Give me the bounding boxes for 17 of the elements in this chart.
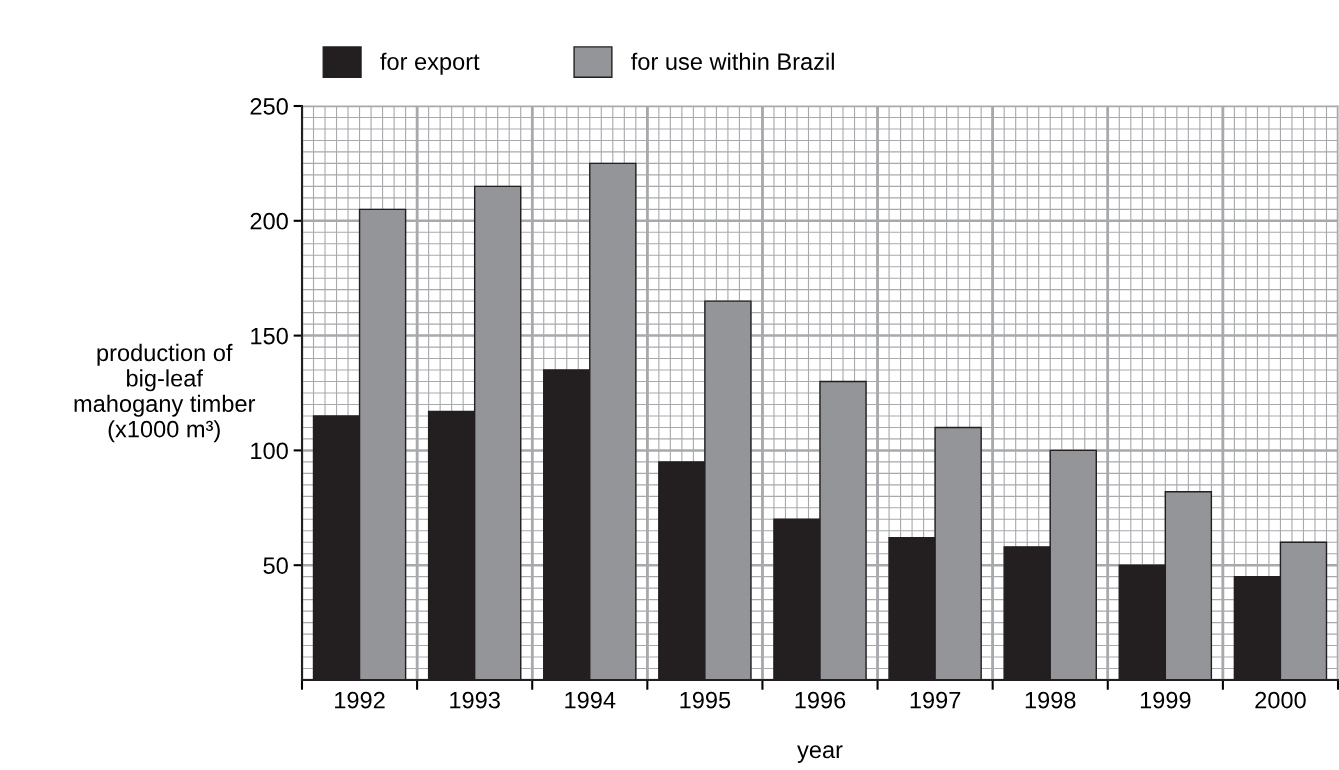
x-tick-label: 1994: [565, 691, 616, 709]
x-tick-label: 1998: [1025, 691, 1076, 709]
x-tick-label: 1993: [450, 691, 500, 709]
legend-label: for export: [380, 52, 480, 75]
y-tick-label: 50: [263, 557, 288, 574]
y-tick-label: 200: [250, 212, 288, 230]
y-tick-label: 250: [250, 98, 288, 115]
legend-label: for use within Brazil: [631, 52, 834, 71]
x-tick-label: 1995: [680, 691, 731, 709]
x-tick-label: 1997: [910, 691, 961, 709]
x-tick-label: 1999: [1140, 691, 1191, 709]
x-axis-title: year: [797, 745, 843, 763]
x-tick-label: 2000: [1255, 691, 1306, 709]
y-tick-label: 150: [251, 327, 288, 345]
x-tick-label: 1992: [335, 691, 385, 709]
x-tick-label: 1996: [795, 691, 846, 709]
y-tick-label: 100: [251, 442, 288, 460]
